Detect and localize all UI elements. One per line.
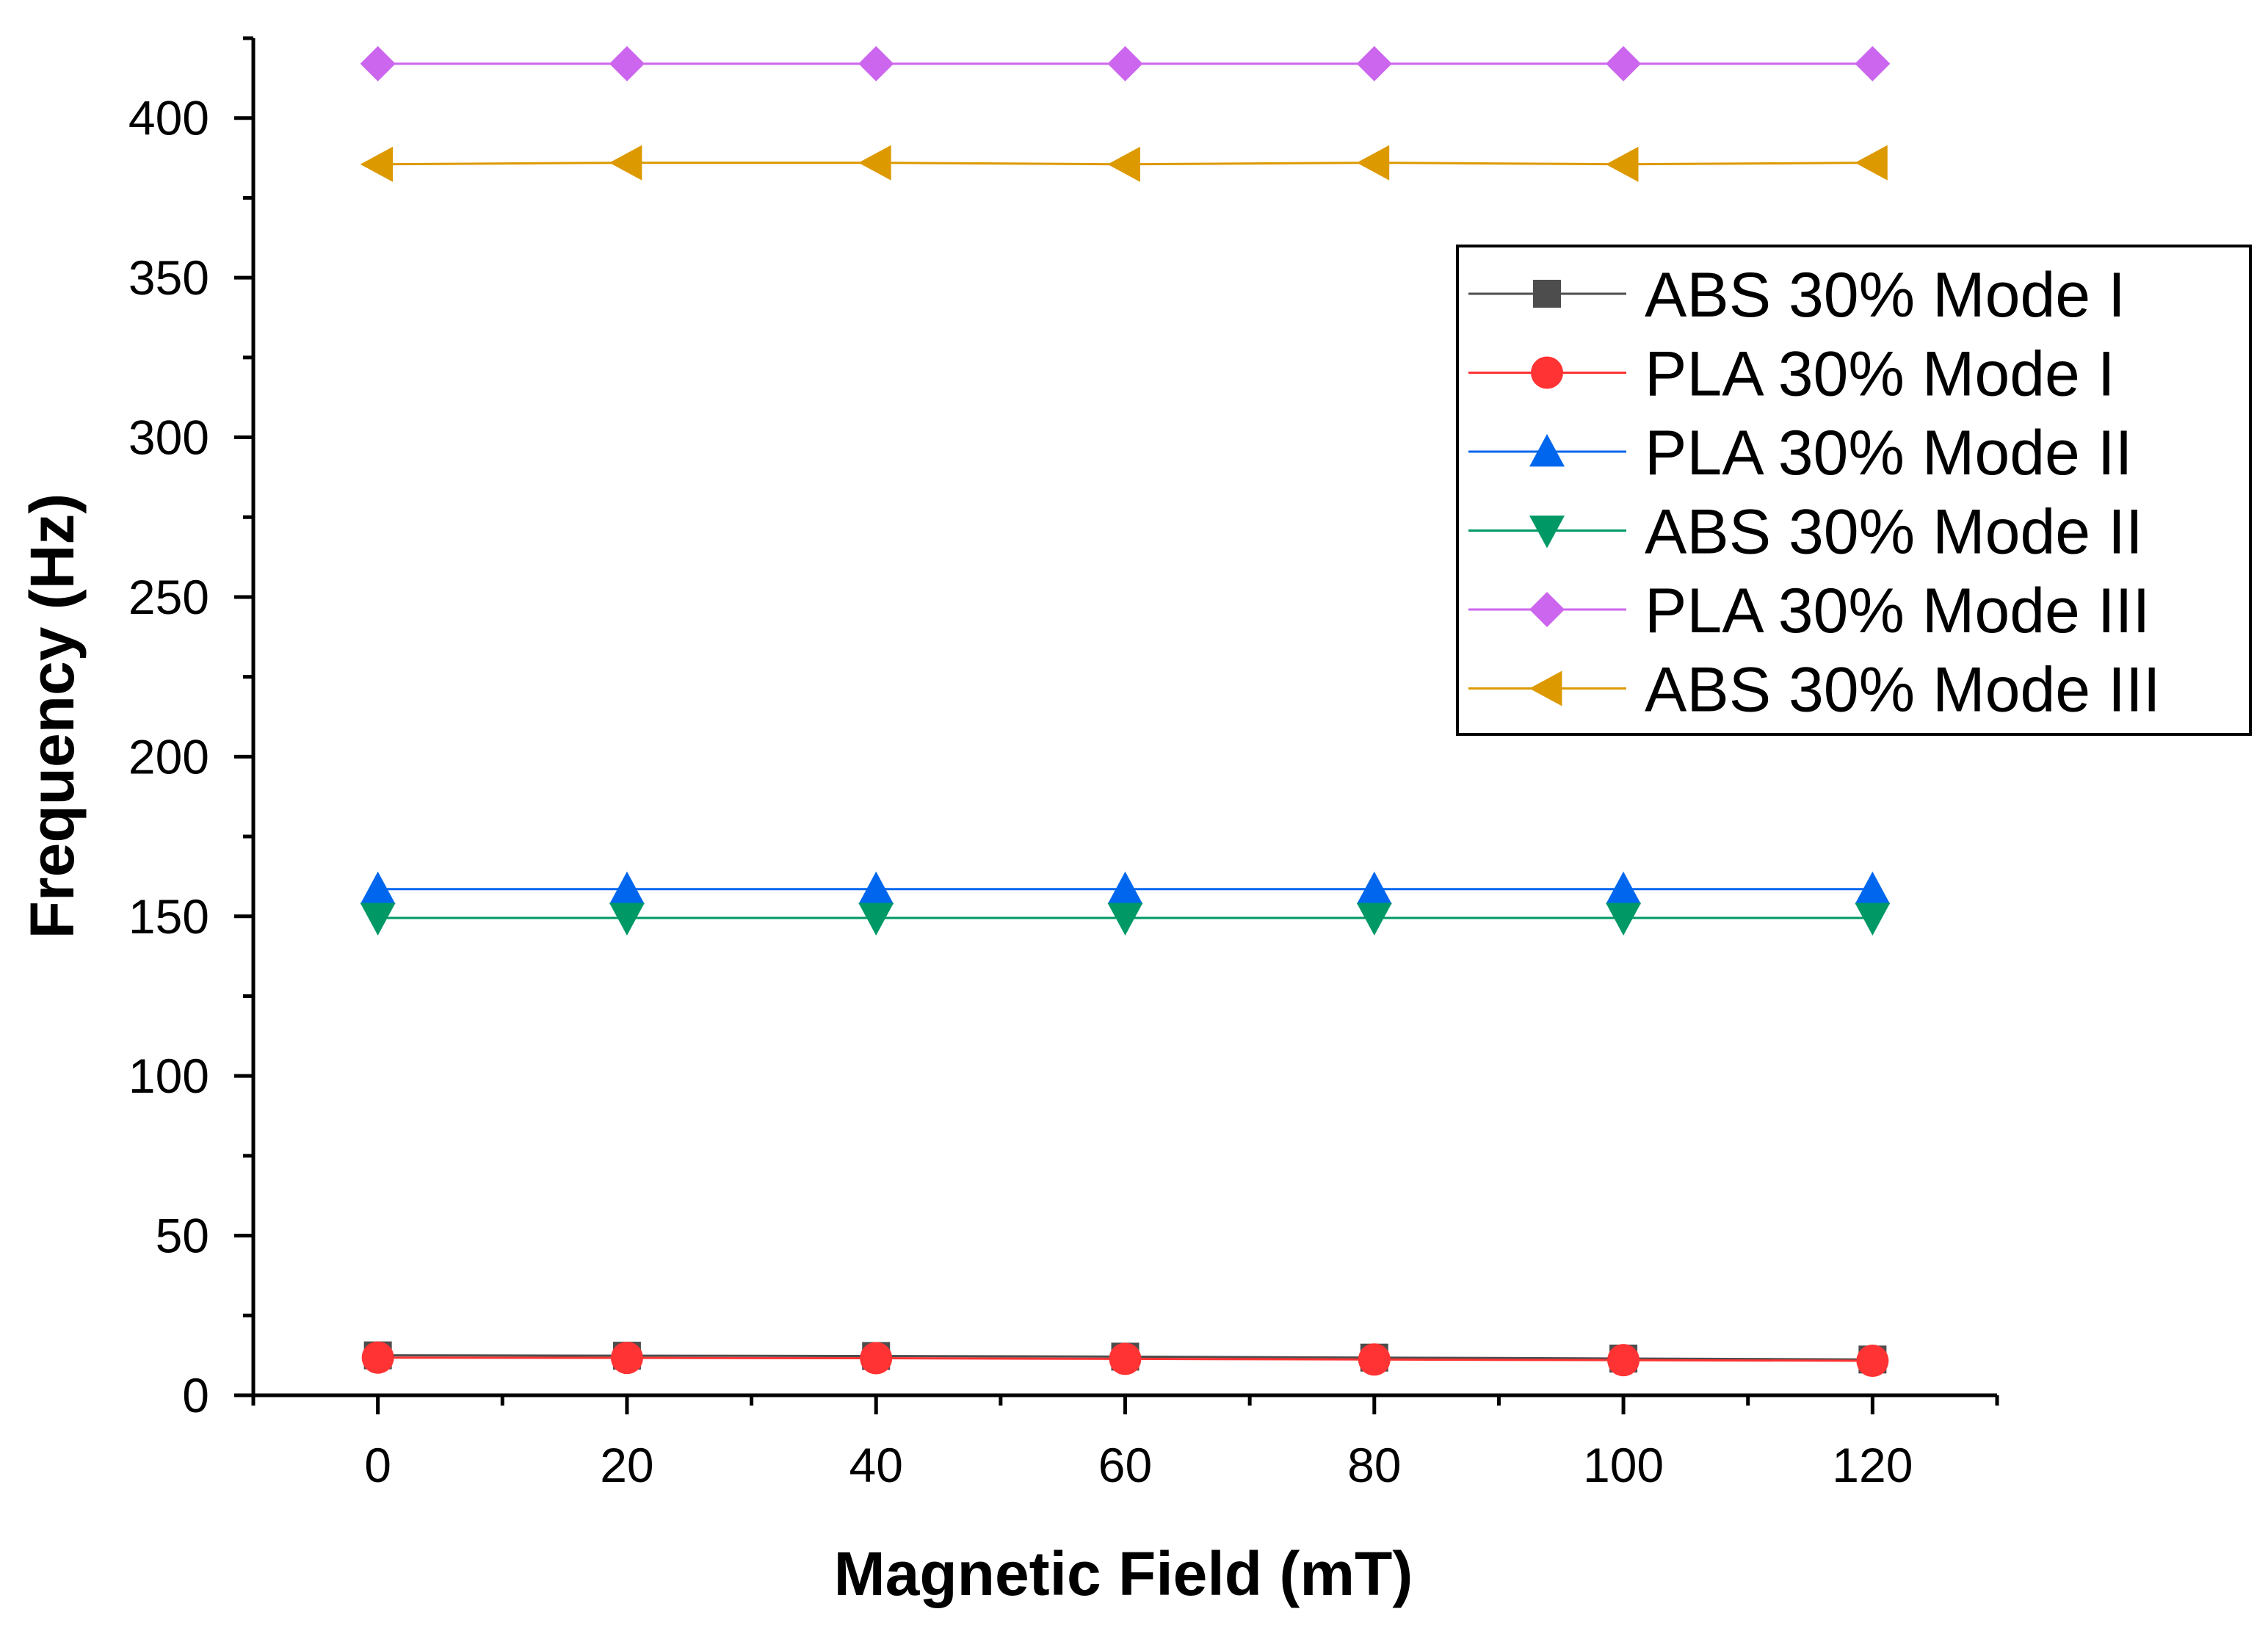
legend: ABS 30% Mode I PLA 30% Mode I PLA 30% Mode… xyxy=(1456,245,2252,736)
ticks: 0 20 40 60 80 100 120 0 50 100 150 200 250 300 350 400 xyxy=(128,36,1999,1492)
data-point xyxy=(1107,903,1143,936)
data-point xyxy=(1855,145,1888,181)
data-point xyxy=(858,871,894,905)
data-point xyxy=(858,145,891,181)
data-point xyxy=(360,146,394,182)
data-point xyxy=(609,903,645,936)
data-point xyxy=(1107,46,1143,82)
data-point xyxy=(1356,871,1392,905)
x-tick-label: 40 xyxy=(849,1438,903,1492)
data-point xyxy=(609,871,645,905)
data-point xyxy=(360,871,396,905)
data-point xyxy=(360,903,396,936)
data-point xyxy=(1606,146,1639,182)
data-point xyxy=(1606,871,1642,905)
data-point xyxy=(858,903,894,936)
data-point xyxy=(361,1341,394,1374)
data-point xyxy=(609,145,642,181)
series-3 xyxy=(360,903,1891,936)
x-tick-label: 120 xyxy=(1832,1438,1913,1492)
legend-item: ABS 30% Mode II xyxy=(1468,497,2143,568)
x-tick-label: 80 xyxy=(1347,1438,1401,1492)
data-point xyxy=(610,1342,643,1375)
y-tick-label: 350 xyxy=(128,250,209,305)
data-point xyxy=(1855,46,1891,82)
legend-label: ABS 30% Mode I xyxy=(1645,260,2126,330)
y-tick-label: 250 xyxy=(128,570,209,624)
legend-marker xyxy=(1533,280,1561,308)
series-4 xyxy=(360,46,1891,82)
legend-marker xyxy=(1529,592,1565,627)
data-point xyxy=(1855,871,1891,905)
legend-label: PLA 30% Mode I xyxy=(1645,339,2115,410)
x-tick-label: 100 xyxy=(1583,1438,1664,1492)
data-point xyxy=(1856,1345,1889,1378)
y-tick-label: 400 xyxy=(128,91,209,145)
legend-marker xyxy=(1529,516,1565,549)
y-tick-label: 150 xyxy=(128,889,209,944)
data-point xyxy=(1356,46,1392,82)
series-2 xyxy=(360,871,1891,905)
series-group xyxy=(360,46,1891,1378)
legend-box xyxy=(1456,245,2252,736)
x-axis-title: Magnetic Field (mT) xyxy=(834,1539,1413,1608)
data-point xyxy=(1855,903,1891,936)
data-point xyxy=(858,46,894,82)
legend-marker xyxy=(1529,670,1562,706)
legend-label: ABS 30% Mode III xyxy=(1645,655,2161,726)
y-tick-label: 50 xyxy=(156,1209,209,1263)
x-tick-label: 0 xyxy=(364,1438,391,1492)
data-point xyxy=(1607,1344,1640,1377)
legend-label: PLA 30% Mode III xyxy=(1645,576,2150,646)
x-tick-label: 60 xyxy=(1098,1438,1152,1492)
y-tick-label: 100 xyxy=(128,1049,209,1103)
data-point xyxy=(1606,46,1642,82)
data-point xyxy=(360,46,396,82)
data-point xyxy=(1606,903,1642,936)
data-point xyxy=(1109,1342,1142,1375)
data-point xyxy=(609,46,645,82)
data-point xyxy=(1356,903,1392,936)
x-tick-label: 20 xyxy=(600,1438,653,1492)
y-tick-label: 300 xyxy=(128,411,209,465)
legend-item: PLA 30% Mode II xyxy=(1468,418,2133,488)
y-axis-title: Frequency (Hz) xyxy=(18,493,87,939)
series-5 xyxy=(360,145,1888,182)
legend-item: ABS 30% Mode III xyxy=(1468,655,2161,726)
legend-marker xyxy=(1529,434,1565,467)
legend-marker xyxy=(1531,356,1563,389)
legend-item: ABS 30% Mode I xyxy=(1468,260,2126,330)
data-point xyxy=(860,1342,893,1375)
data-point xyxy=(1358,1343,1391,1376)
y-tick-label: 0 xyxy=(182,1368,209,1422)
data-point xyxy=(1107,871,1143,905)
data-point xyxy=(1107,146,1140,182)
legend-item: PLA 30% Mode III xyxy=(1468,576,2150,646)
legend-label: ABS 30% Mode II xyxy=(1645,497,2143,568)
series-1 xyxy=(361,1341,1889,1378)
legend-label: PLA 30% Mode II xyxy=(1645,418,2133,488)
legend-item: PLA 30% Mode I xyxy=(1468,339,2115,410)
data-point xyxy=(1356,145,1390,181)
y-tick-label: 200 xyxy=(128,729,209,784)
